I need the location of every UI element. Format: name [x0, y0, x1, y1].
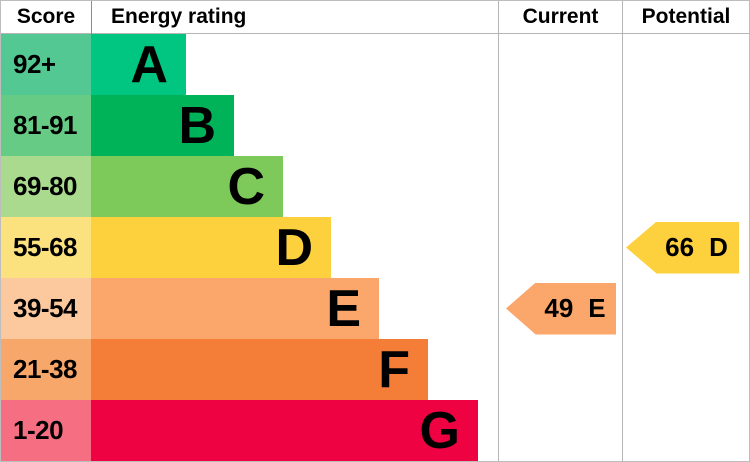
- score-range-label: 21-38: [1, 339, 91, 400]
- current-column-header: Current: [522, 5, 599, 28]
- rating-letter: C: [227, 157, 265, 216]
- current-rating-letter: E: [588, 293, 606, 323]
- band-row-a: 92+ A: [1, 34, 749, 95]
- score-column-header: Score: [16, 5, 76, 28]
- rating-bar-g: G: [91, 400, 478, 461]
- score-range-label: 92+: [1, 34, 91, 95]
- current-rating-value: 49: [544, 293, 574, 323]
- score-range-label: 81-91: [1, 95, 91, 156]
- rating-letter: F: [378, 340, 410, 399]
- potential-rating-value: 66: [665, 232, 695, 262]
- rating-bar-e: E: [91, 278, 379, 339]
- rating-bands: 92+ A 81-91 B 69-80 C 55-68 D 39-54 E 21…: [1, 34, 749, 461]
- potential-column-divider: [622, 1, 623, 461]
- rating-bar-d: D: [91, 217, 331, 278]
- score-range-label: 1-20: [1, 400, 91, 461]
- band-row-d: 55-68 D: [1, 217, 749, 278]
- band-row-e: 39-54 E: [1, 278, 749, 339]
- chart-header-row: Score Energy rating Current Potential: [1, 1, 749, 34]
- score-range-label: 39-54: [1, 278, 91, 339]
- score-range-label: 55-68: [1, 217, 91, 278]
- rating-bar-b: B: [91, 95, 234, 156]
- rating-bar-c: C: [91, 156, 283, 217]
- rating-letter: A: [130, 35, 168, 94]
- band-row-g: 1-20 G: [1, 400, 749, 461]
- energy-rating-column-header: Energy rating: [111, 5, 247, 28]
- score-header-divider: [91, 1, 92, 34]
- rating-letter: B: [178, 96, 216, 155]
- band-row-f: 21-38 F: [1, 339, 749, 400]
- rating-bar-a: A: [91, 34, 186, 95]
- potential-rating-letter: D: [709, 232, 728, 262]
- rating-letter: D: [275, 218, 313, 277]
- band-row-b: 81-91 B: [1, 95, 749, 156]
- rating-letter: G: [419, 401, 460, 460]
- rating-letter: E: [326, 279, 361, 338]
- potential-column-header: Potential: [641, 5, 731, 28]
- rating-bar-f: F: [91, 339, 428, 400]
- score-range-label: 69-80: [1, 156, 91, 217]
- band-row-c: 69-80 C: [1, 156, 749, 217]
- current-column-divider: [498, 1, 499, 461]
